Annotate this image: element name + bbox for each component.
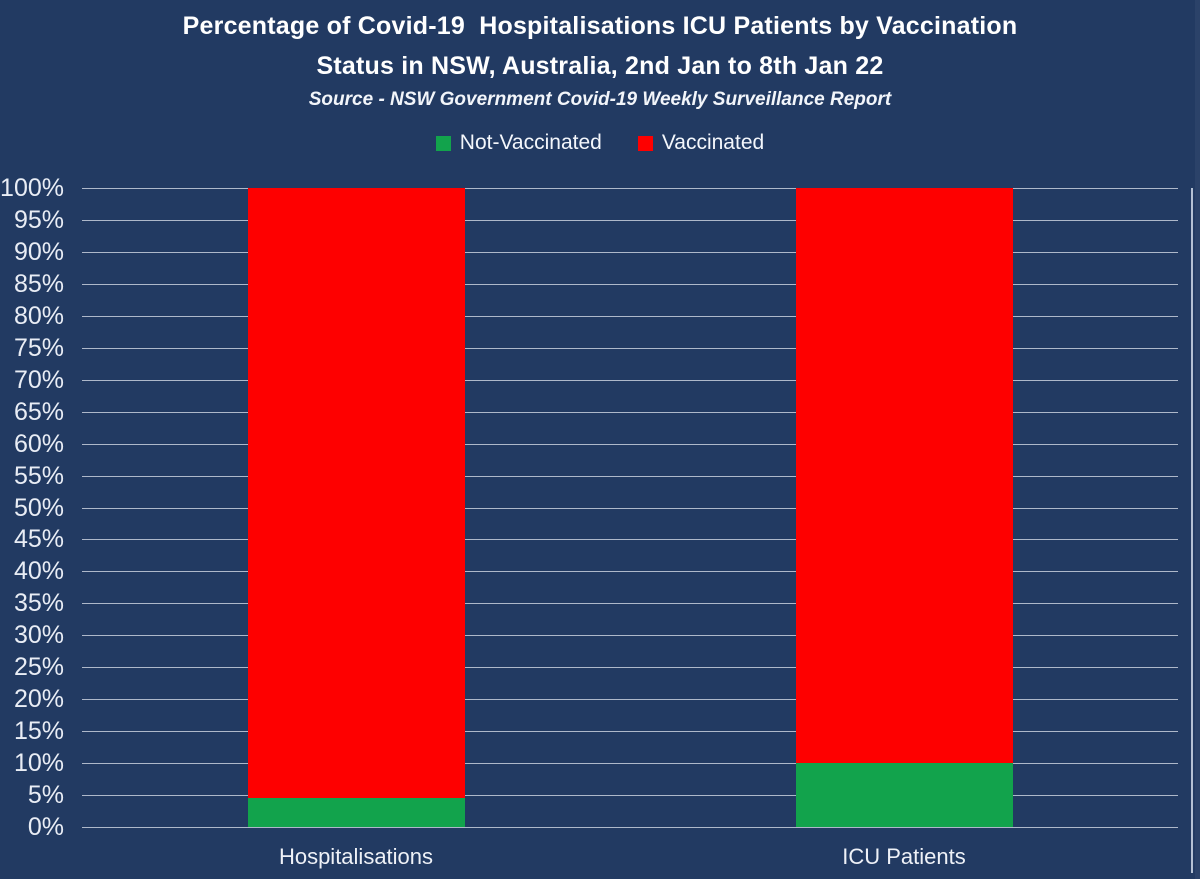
y-tick-label-65: 65% bbox=[13, 398, 64, 426]
y-tick-label-10: 10% bbox=[13, 749, 64, 777]
y-tick-label-20: 20% bbox=[13, 685, 64, 713]
bar-hospitalisations bbox=[248, 188, 465, 827]
y-tick-label-60: 60% bbox=[13, 430, 64, 458]
x-tick-label-icu-patients: ICU Patients bbox=[842, 844, 966, 869]
gridline-60 bbox=[82, 444, 1178, 445]
gridline-90 bbox=[82, 252, 1178, 253]
gridline-0 bbox=[82, 827, 1178, 828]
y-tick-label-90: 90% bbox=[13, 238, 64, 266]
gridline-55 bbox=[82, 476, 1178, 477]
legend-label: Vaccinated bbox=[661, 131, 765, 154]
plot-right-border-line bbox=[1191, 188, 1193, 873]
y-tick-label-5: 5% bbox=[27, 781, 64, 809]
gridline-10 bbox=[82, 763, 1178, 764]
gridline-5 bbox=[82, 795, 1178, 796]
bar-segment-not-vaccinated bbox=[796, 763, 1013, 827]
y-tick-label-85: 85% bbox=[13, 270, 64, 298]
y-tick-label-50: 50% bbox=[13, 494, 64, 522]
bar-segment-not-vaccinated bbox=[248, 798, 465, 827]
gridline-75 bbox=[82, 348, 1178, 349]
legend-label: Not-Vaccinated bbox=[459, 131, 602, 154]
y-tick-label-55: 55% bbox=[13, 462, 64, 490]
gridline-100 bbox=[82, 188, 1178, 189]
gridline-25 bbox=[82, 667, 1178, 668]
chart-title-line-1: Percentage of Covid-19 Hospitalisations … bbox=[182, 12, 1018, 40]
bar-icu-patients bbox=[796, 188, 1013, 827]
y-tick-label-45: 45% bbox=[13, 525, 64, 553]
bar-segment-vaccinated bbox=[796, 188, 1013, 763]
y-tick-label-30: 30% bbox=[13, 621, 64, 649]
chart-source-caption: Source - NSW Government Covid-19 Weekly … bbox=[308, 89, 892, 110]
gridline-95 bbox=[82, 220, 1178, 221]
chart-legend: Not-Vaccinated Vaccinated bbox=[0, 131, 1200, 155]
bar-segment-vaccinated bbox=[248, 188, 465, 798]
plot-area bbox=[82, 188, 1178, 828]
legend-swatch-icon bbox=[637, 135, 653, 151]
y-tick-label-0: 0% bbox=[27, 813, 64, 841]
gridline-40 bbox=[82, 571, 1178, 572]
gridline-15 bbox=[82, 731, 1178, 732]
y-tick-label-40: 40% bbox=[13, 557, 64, 585]
y-tick-label-75: 75% bbox=[13, 334, 64, 362]
canvas-right-edge bbox=[1195, 0, 1200, 879]
y-tick-label-70: 70% bbox=[13, 366, 64, 394]
legend-swatch-icon bbox=[435, 135, 451, 151]
y-tick-label-25: 25% bbox=[13, 653, 64, 681]
gridline-85 bbox=[82, 284, 1178, 285]
gridline-50 bbox=[82, 508, 1178, 509]
gridline-65 bbox=[82, 412, 1178, 413]
gridline-35 bbox=[82, 603, 1178, 604]
legend-item-vaccinated: Vaccinated bbox=[637, 131, 765, 155]
y-tick-label-95: 95% bbox=[13, 206, 64, 234]
chart-title-line-2: Status in NSW, Australia, 2nd Jan to 8th… bbox=[316, 52, 884, 80]
gridline-30 bbox=[82, 635, 1178, 636]
gridline-70 bbox=[82, 380, 1178, 381]
x-tick-label-hospitalisations: Hospitalisations bbox=[278, 844, 434, 869]
gridline-80 bbox=[82, 316, 1178, 317]
y-tick-label-100: 100% bbox=[0, 174, 64, 202]
y-tick-label-35: 35% bbox=[13, 589, 64, 617]
legend-item-not-vaccinated: Not-Vaccinated bbox=[435, 131, 602, 155]
gridline-45 bbox=[82, 539, 1178, 540]
y-tick-label-80: 80% bbox=[13, 302, 64, 330]
gridline-20 bbox=[82, 699, 1178, 700]
y-tick-label-15: 15% bbox=[13, 717, 64, 745]
